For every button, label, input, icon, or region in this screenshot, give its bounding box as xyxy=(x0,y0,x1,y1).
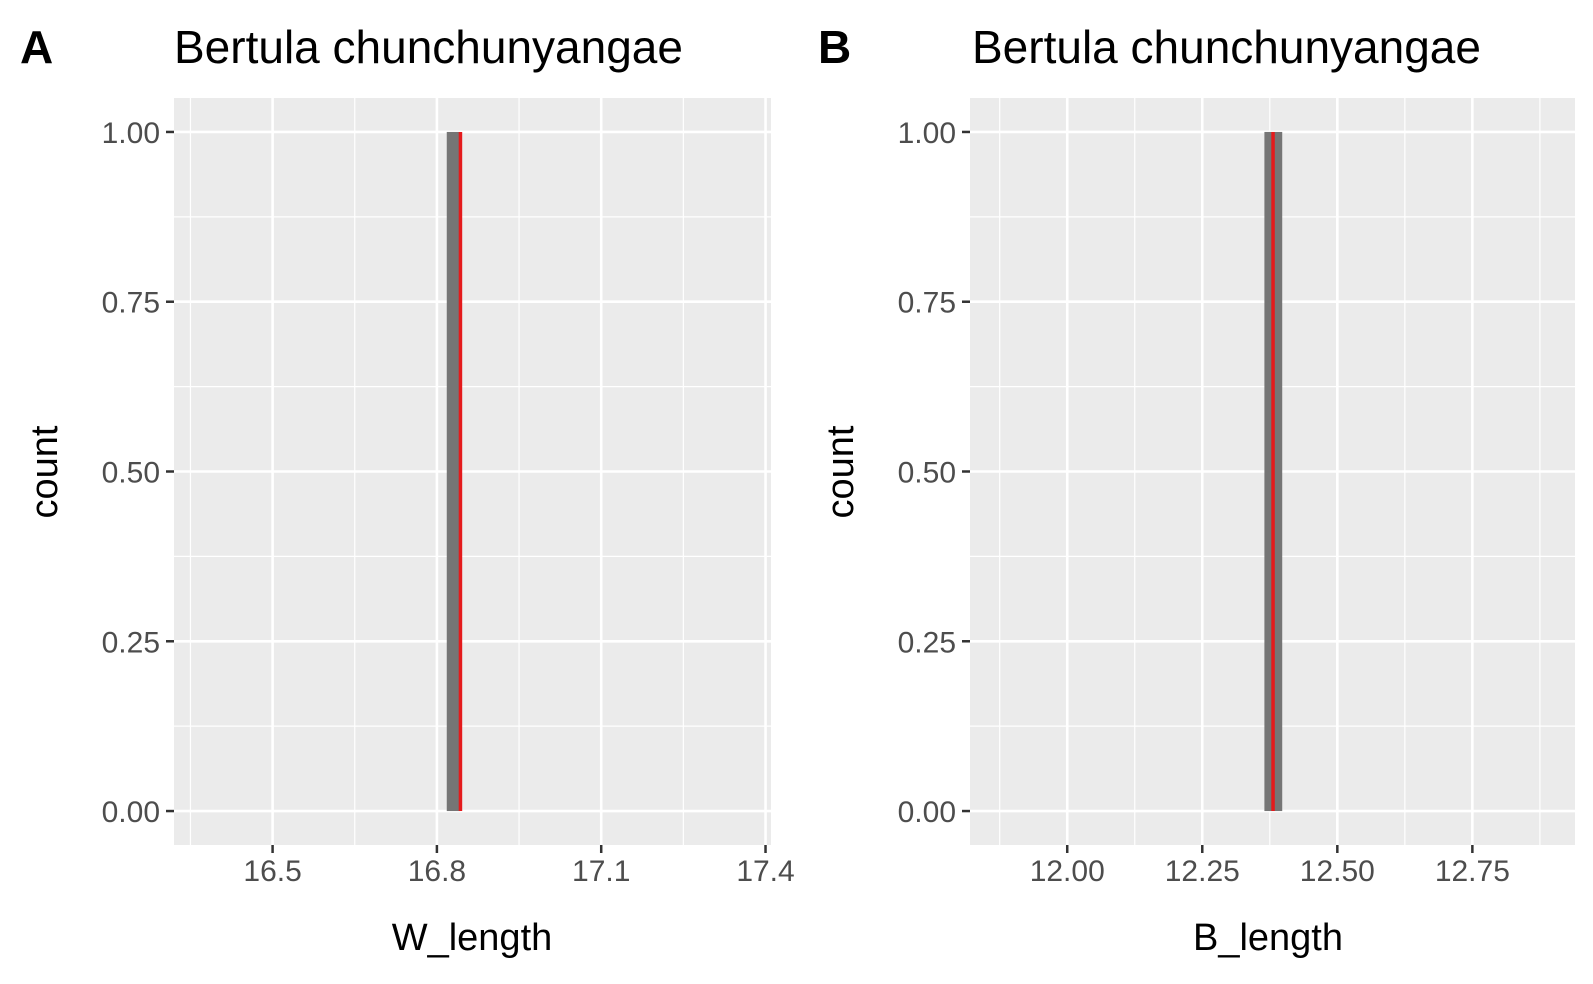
y-tick-label: 0.75 xyxy=(102,287,160,320)
y-tick-label: 0.75 xyxy=(898,287,956,320)
y-tick-label: 1.00 xyxy=(898,117,956,150)
panel-b-y-axis: 0.00 0.25 0.50 0.75 1.00 xyxy=(898,117,970,829)
panel-b-x-axis: 12.00 12.25 12.50 12.75 xyxy=(1030,845,1510,888)
x-tick-label: 12.00 xyxy=(1030,855,1105,888)
y-tick-label: 0.00 xyxy=(898,796,956,829)
x-tick-label: 17.1 xyxy=(572,855,630,888)
panel-b-title: Bertula chunchunyangae xyxy=(972,21,1481,73)
y-tick-label: 0.25 xyxy=(898,626,956,659)
panel-a-x-axis: 16.5 16.8 17.1 17.4 xyxy=(243,845,795,888)
y-tick-label: 0.50 xyxy=(898,457,956,490)
panel-b-y-axis-title: count xyxy=(820,425,862,518)
panel-a: A Bertula chunchunyangae 0.00 0.25 0.50 0.7… xyxy=(20,21,795,959)
histogram-bar xyxy=(446,131,461,812)
panel-b-x-axis-title: B_length xyxy=(1193,917,1343,959)
x-tick-label: 12.50 xyxy=(1300,855,1375,888)
x-tick-label: 16.5 xyxy=(243,855,301,888)
y-tick-label: 0.00 xyxy=(102,796,160,829)
panel-a-y-axis-title: count xyxy=(24,425,66,518)
y-tick-label: 1.00 xyxy=(102,117,160,150)
x-tick-label: 12.25 xyxy=(1165,855,1240,888)
y-tick-label: 0.25 xyxy=(102,626,160,659)
panel-a-letter: A xyxy=(20,21,53,73)
panel-b: B Bertula chunchunyangae 0.00 0.25 0.50 0.7… xyxy=(818,21,1575,959)
panel-b-letter: B xyxy=(818,21,851,73)
panel-a-bars xyxy=(446,131,461,812)
panel-a-y-axis: 0.00 0.25 0.50 0.75 1.00 xyxy=(102,117,174,829)
panel-a-gridlines xyxy=(174,98,771,845)
y-tick-label: 0.50 xyxy=(102,457,160,490)
x-tick-label: 12.75 xyxy=(1435,855,1510,888)
panel-a-x-axis-title: W_length xyxy=(392,917,553,959)
panel-a-title: Bertula chunchunyangae xyxy=(174,21,683,73)
x-tick-label: 17.4 xyxy=(736,855,794,888)
x-tick-label: 16.8 xyxy=(408,855,466,888)
